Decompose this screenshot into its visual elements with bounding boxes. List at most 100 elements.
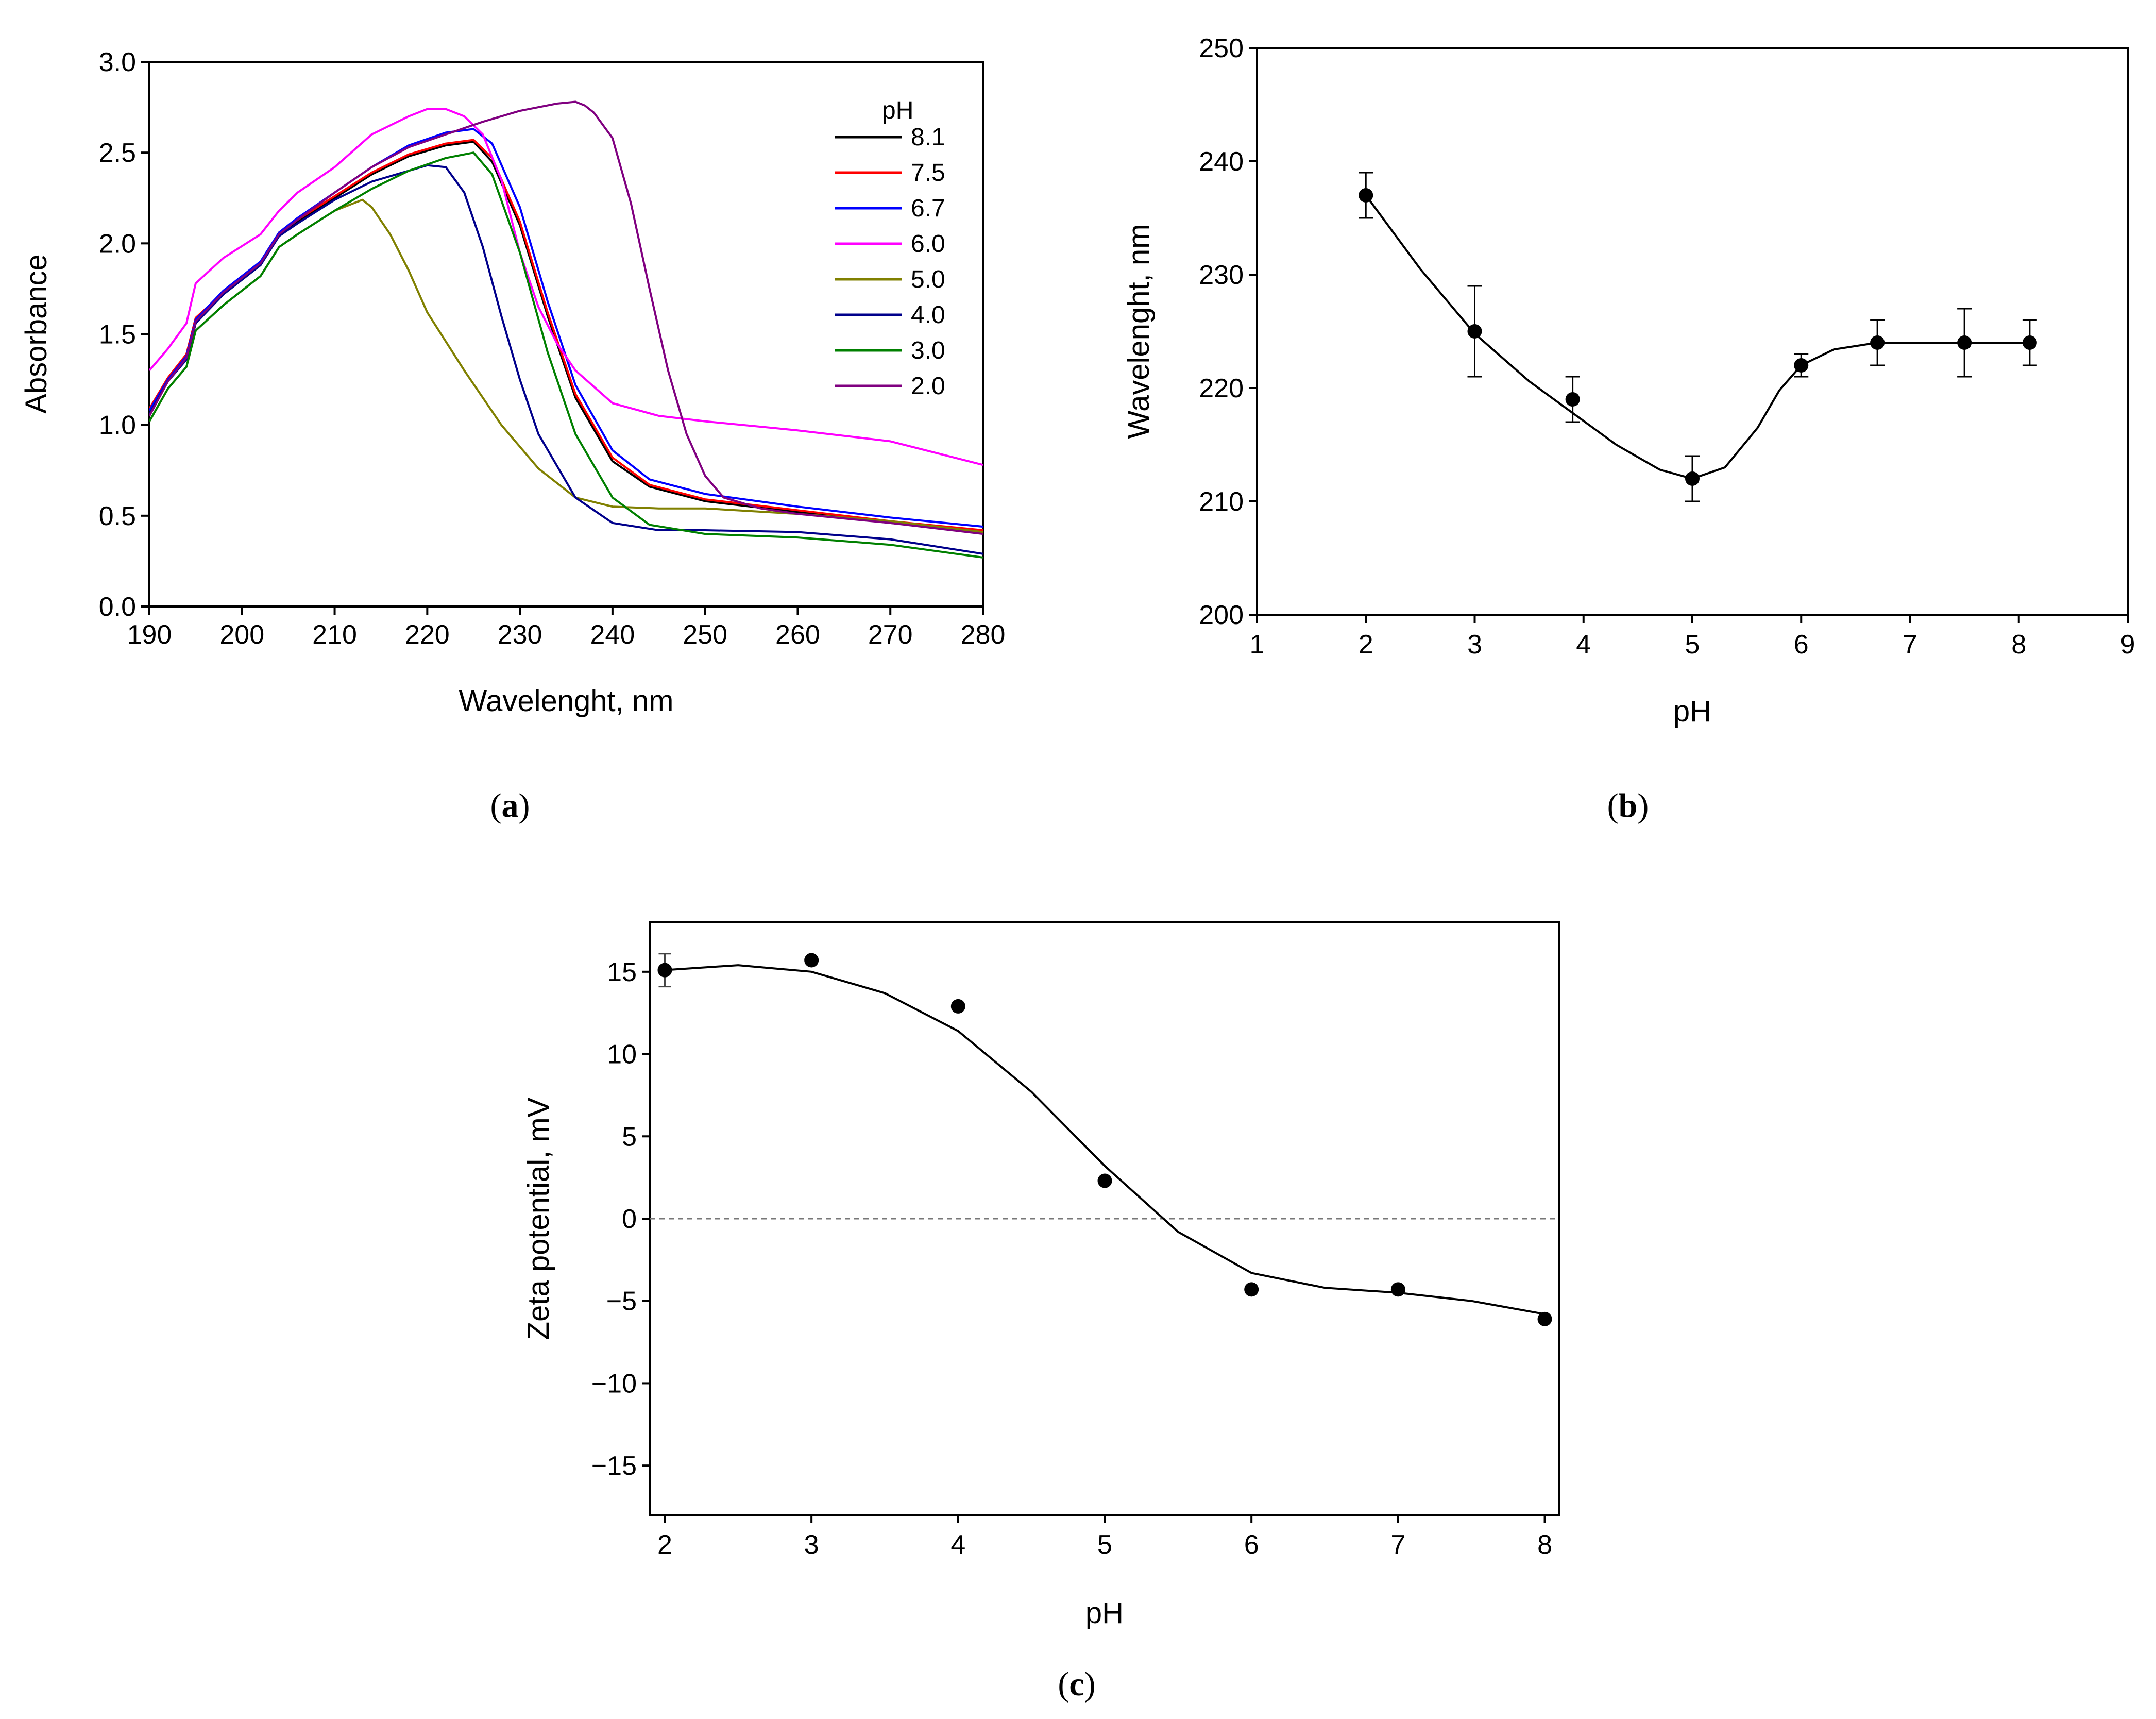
panel-c-zeta-potential: 2 3 4 5 6 7 8 15 10 5 0 −5 −10 −15 pH Zeta potential… bbox=[522, 921, 1560, 1703]
panel-c-y-axis-label: Zeta potential, mV bbox=[522, 1097, 555, 1340]
panel-c-y-tick-label: 0 bbox=[622, 1204, 637, 1234]
panel-a-legend-entry-ph-6-0: 6.0 bbox=[911, 230, 945, 258]
panel-a-x-ticks: 190 200 210 220 230 240 250 260 270 280 bbox=[127, 606, 1006, 650]
panel-a-y-tick-label: 3.0 bbox=[99, 47, 136, 77]
panel-a-x-tick-label: 250 bbox=[683, 620, 727, 650]
panel-b-data-point bbox=[1870, 335, 1885, 350]
panel-b-x-tick-label: 7 bbox=[1903, 630, 1917, 660]
panel-b-x-tick-label: 5 bbox=[1685, 630, 1700, 660]
panel-a-series-line-ph-7-5 bbox=[149, 139, 983, 531]
panel-b-x-tick-label: 9 bbox=[2120, 630, 2135, 660]
panel-a-absorbance-spectra: 190 200 210 220 230 240 250 260 270 280 0.0 0.5 1.0… bbox=[20, 47, 1005, 824]
panel-a-y-tick-label: 0.0 bbox=[99, 592, 136, 622]
panel-b-x-tick-label: 3 bbox=[1467, 630, 1482, 660]
panel-b-y-ticks: 200 210 220 230 240 250 bbox=[1199, 33, 1257, 630]
panel-a-series-line-ph-3-0 bbox=[149, 151, 983, 559]
panel-a-caption-letter: a bbox=[502, 787, 519, 824]
panel-b-y-tick-label: 250 bbox=[1199, 33, 1244, 63]
panel-a-y-tick-label: 2.0 bbox=[99, 229, 136, 259]
panel-a-y-tick-label: 1.0 bbox=[99, 411, 136, 441]
panel-b-y-axis-label: Wavelenght, nm bbox=[1122, 224, 1156, 439]
panel-b-x-tick-label: 8 bbox=[2011, 630, 2026, 660]
panel-a-legend-entry-ph-3-0: 3.0 bbox=[911, 337, 945, 364]
panel-b-x-tick-label: 2 bbox=[1359, 630, 1373, 660]
panel-c-data-point bbox=[1097, 1173, 1112, 1188]
panel-a-legend-entry-ph-7-5: 7.5 bbox=[911, 159, 945, 187]
panel-b-caption-letter: b bbox=[1619, 787, 1638, 824]
panel-b-data-point bbox=[1359, 188, 1373, 203]
panel-c-y-tick-label: 15 bbox=[607, 957, 637, 987]
panel-c-y-tick-label: −5 bbox=[606, 1287, 637, 1317]
panel-b-peak-wavelength: 1 2 3 4 5 6 7 8 9 200 210 220 230 240 250 pH Waveleng… bbox=[1122, 33, 2135, 824]
panel-c-x-ticks: 2 3 4 5 6 7 8 bbox=[657, 1515, 1552, 1560]
panel-b-y-tick-label: 220 bbox=[1199, 374, 1244, 403]
panel-a-legend-entry-ph-2-0: 2.0 bbox=[911, 373, 945, 400]
panel-a-y-tick-label: 2.5 bbox=[99, 138, 136, 168]
panel-a-y-ticks: 0.0 0.5 1.0 1.5 2.0 2.5 3.0 bbox=[99, 47, 149, 622]
panel-c-y-tick-label: −10 bbox=[591, 1369, 637, 1398]
panel-b-data-point bbox=[1794, 358, 1809, 373]
panel-c-fit-curve bbox=[665, 964, 1545, 1316]
panel-b-caption-label: (b) bbox=[1607, 787, 1649, 824]
panel-c-x-tick-label: 8 bbox=[1537, 1530, 1552, 1560]
panel-a-legend-entry-ph-5-0: 5.0 bbox=[911, 266, 945, 293]
panel-a-x-tick-label: 260 bbox=[775, 620, 820, 650]
panel-a-series-line-ph-4-0 bbox=[149, 164, 983, 555]
panel-b-data-points bbox=[1359, 172, 2037, 502]
panel-a-series-lines bbox=[149, 100, 983, 559]
panel-c-data-point bbox=[1537, 1311, 1552, 1326]
panel-b-y-tick-label: 240 bbox=[1199, 147, 1244, 177]
panel-a-legend-entry-ph-8-1: 8.1 bbox=[911, 124, 945, 151]
panel-b-x-tick-label: 4 bbox=[1576, 630, 1591, 660]
panel-a-x-tick-label: 190 bbox=[127, 620, 172, 650]
panel-c-x-tick-label: 7 bbox=[1390, 1530, 1405, 1560]
panel-a-x-tick-label: 240 bbox=[590, 620, 635, 650]
panel-c-data-point bbox=[804, 953, 819, 968]
panel-a-y-tick-label: 1.5 bbox=[99, 320, 136, 350]
panel-b-data-point bbox=[2022, 335, 2037, 350]
panel-a-x-tick-label: 270 bbox=[868, 620, 913, 650]
panel-b-data-point bbox=[1685, 471, 1700, 486]
panel-a-legend-entry-ph-6-7: 6.7 bbox=[911, 195, 945, 222]
panel-c-x-tick-label: 2 bbox=[657, 1530, 672, 1560]
panel-b-x-ticks: 1 2 3 4 5 6 7 8 9 bbox=[1250, 615, 2135, 660]
panel-b-plot-frame bbox=[1256, 47, 2129, 616]
panel-b-y-tick-label: 210 bbox=[1199, 487, 1244, 517]
panel-c-caption-label: (c) bbox=[1058, 1665, 1095, 1703]
panel-b-y-tick-label: 200 bbox=[1199, 600, 1244, 630]
panel-b-fit-curve bbox=[1365, 194, 2030, 480]
panel-c-x-tick-label: 4 bbox=[950, 1530, 965, 1560]
panel-c-x-axis-label: pH bbox=[1085, 1596, 1124, 1630]
panel-a-legend: pH 8.1 7.5 6.7 6.0 5.0 4.0 3.0 2.0 bbox=[835, 97, 945, 400]
panel-c-data-point bbox=[950, 999, 965, 1014]
panel-b-data-point bbox=[1467, 324, 1482, 339]
panel-c-data-point bbox=[657, 963, 672, 978]
panel-c-y-tick-label: −15 bbox=[591, 1451, 637, 1481]
panel-a-y-axis-label: Absorbance bbox=[20, 254, 53, 414]
panel-a-x-tick-label: 230 bbox=[498, 620, 542, 650]
panel-a-x-tick-label: 200 bbox=[219, 620, 264, 650]
panel-a-x-tick-label: 280 bbox=[961, 620, 1006, 650]
panel-a-x-tick-label: 220 bbox=[405, 620, 450, 650]
panel-b-y-tick-label: 230 bbox=[1199, 260, 1244, 290]
panel-a-y-tick-label: 0.5 bbox=[99, 501, 136, 531]
panel-a-series-line-ph-6-7 bbox=[149, 128, 983, 528]
panel-a-series-line-ph-8-1 bbox=[149, 141, 983, 533]
panel-c-x-tick-label: 5 bbox=[1097, 1530, 1112, 1560]
panel-b-x-axis-label: pH bbox=[1673, 695, 1711, 728]
panel-a-x-axis-label: Wavelenght, nm bbox=[459, 684, 674, 718]
panel-b-data-point bbox=[1565, 392, 1580, 407]
panel-c-data-point bbox=[1390, 1282, 1405, 1297]
panel-a-series-line-ph-6-0 bbox=[149, 108, 983, 466]
panel-a-caption-label: (a) bbox=[490, 787, 530, 824]
panel-c-data-points bbox=[657, 953, 1552, 1326]
panel-c-x-tick-label: 3 bbox=[804, 1530, 819, 1560]
panel-a-x-tick-label: 210 bbox=[312, 620, 357, 650]
panel-c-y-tick-label: 10 bbox=[607, 1040, 637, 1070]
panel-c-y-tick-label: 5 bbox=[622, 1122, 637, 1152]
panel-a-series-line-ph-2-0 bbox=[149, 100, 983, 535]
panel-c-data-point bbox=[1244, 1282, 1259, 1297]
panel-c-y-ticks: 15 10 5 0 −5 −10 −15 bbox=[591, 957, 650, 1481]
panel-c-caption-letter: c bbox=[1069, 1665, 1084, 1703]
